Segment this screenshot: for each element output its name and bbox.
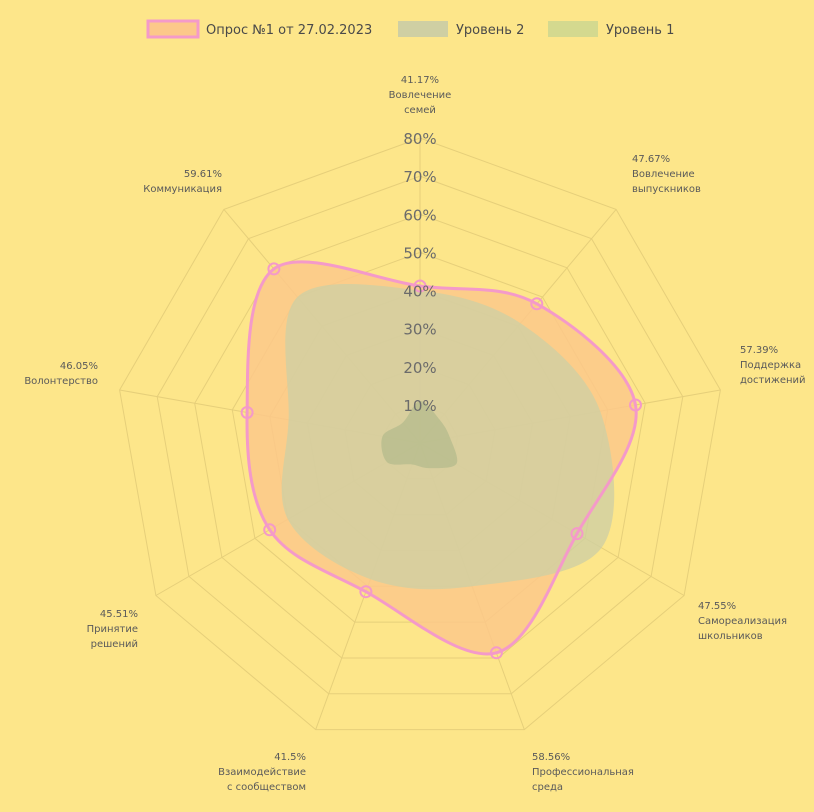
axis-name-label: Принятие bbox=[87, 624, 138, 635]
series-survey-point-9[interactable] bbox=[267, 262, 281, 276]
axis-name-label: Вовлечение bbox=[632, 169, 695, 180]
axis-value-label: 41.17% bbox=[401, 75, 439, 86]
axis-name-label: Поддержка bbox=[740, 360, 801, 371]
tick-label-1: 10% bbox=[403, 397, 436, 415]
legend-swatch bbox=[146, 19, 200, 39]
axis-label-7: 45.51% Принятие решений bbox=[87, 609, 138, 650]
axis-value-label: 45.51% bbox=[100, 609, 138, 620]
axis-value-label: 59.61% bbox=[184, 169, 222, 180]
series-survey-point-7[interactable] bbox=[263, 523, 277, 537]
legend-label: Уровень 2 bbox=[456, 23, 524, 38]
series-level-1-area bbox=[381, 401, 458, 469]
axis-name-label: с сообществом bbox=[227, 782, 306, 793]
axis-label-5: 58.56% Профессиональная среда bbox=[532, 752, 634, 793]
axis-value-label: 47.67% bbox=[632, 154, 670, 165]
legend-label: Опрос №1 от 27.02.2023 bbox=[206, 23, 372, 38]
grid-ring-8 bbox=[119, 137, 721, 731]
axis-name-label: решений bbox=[91, 639, 138, 650]
axis-value-label: 57.39% bbox=[740, 345, 778, 356]
series-survey-point-8[interactable] bbox=[240, 406, 254, 419]
axis-name-label: достижений bbox=[740, 375, 806, 386]
series-survey-point-3[interactable] bbox=[629, 398, 642, 412]
axis-label-6: 41.5% Взаимодействие с сообществом bbox=[218, 752, 306, 793]
axis-value-label: 58.56% bbox=[532, 752, 570, 763]
axis-value-label: 47.55% bbox=[698, 601, 736, 612]
axis-name-label: Вовлечение bbox=[389, 90, 452, 101]
axis-value-label: 46.05% bbox=[60, 361, 98, 372]
legend-item-level-2[interactable]: Уровень 2 bbox=[398, 21, 524, 38]
tick-label-3: 30% bbox=[403, 321, 436, 339]
series-survey-point-6[interactable] bbox=[359, 585, 373, 599]
axis-name-label: семей bbox=[404, 105, 436, 116]
series-layer bbox=[240, 260, 642, 660]
axis-name-label: выпускников bbox=[632, 184, 701, 195]
tick-label-5: 50% bbox=[403, 244, 436, 262]
tick-label-8: 80% bbox=[403, 130, 436, 148]
axis-name-label: Самореализация bbox=[698, 616, 787, 627]
axis-label-4: 47.55% Самореализация школьников bbox=[698, 601, 787, 642]
legend-item-survey[interactable]: Опрос №1 от 27.02.2023 bbox=[146, 19, 372, 39]
tick-label-6: 60% bbox=[403, 206, 436, 224]
axis-labels: 41.17% Вовлечение семей 47.67% Вовлечение вып… bbox=[24, 75, 805, 793]
legend: Опрос №1 от 27.02.2023 Уровень 2 Уровень 1 bbox=[146, 19, 674, 39]
axis-name-label: школьников bbox=[698, 631, 763, 642]
series-survey-line bbox=[245, 260, 638, 656]
legend-item-level-1[interactable]: Уровень 1 bbox=[548, 21, 674, 38]
axis-value-label: 41.5% bbox=[274, 752, 306, 763]
legend-swatch bbox=[398, 21, 448, 37]
axis-label-2: 47.67% Вовлечение выпускников bbox=[632, 154, 701, 195]
series-survey-point-1[interactable] bbox=[413, 279, 427, 293]
axis-name-label: Волонтерство bbox=[24, 376, 98, 387]
series-survey-point-4[interactable] bbox=[570, 527, 584, 541]
grid-ring-6 bbox=[194, 213, 646, 659]
tick-label-4: 40% bbox=[403, 283, 436, 301]
tick-labels: 10% 20% 30% 40% 50% 60% 70% 80% bbox=[403, 130, 436, 415]
axis-label-3: 57.39% Поддержка достижений bbox=[740, 345, 806, 386]
axis-name-label: Коммуникация bbox=[143, 184, 222, 195]
axis-label-9: 59.61% Коммуникация bbox=[143, 169, 222, 195]
legend-label: Уровень 1 bbox=[606, 23, 674, 38]
axis-name-label: среда bbox=[532, 782, 563, 793]
tick-label-7: 70% bbox=[403, 168, 436, 186]
series-survey-point-5[interactable] bbox=[489, 646, 503, 660]
series-survey-point-2[interactable] bbox=[530, 297, 544, 311]
axis-name-label: Взаимодействие bbox=[218, 767, 306, 778]
tick-label-2: 20% bbox=[403, 359, 436, 377]
axis-label-8: 46.05% Волонтерство bbox=[24, 361, 98, 387]
axis-label-1: 41.17% Вовлечение семей bbox=[389, 75, 452, 116]
axis-name-label: Профессиональная bbox=[532, 767, 634, 778]
legend-swatch bbox=[548, 21, 598, 37]
grid-ring-7 bbox=[156, 175, 684, 695]
